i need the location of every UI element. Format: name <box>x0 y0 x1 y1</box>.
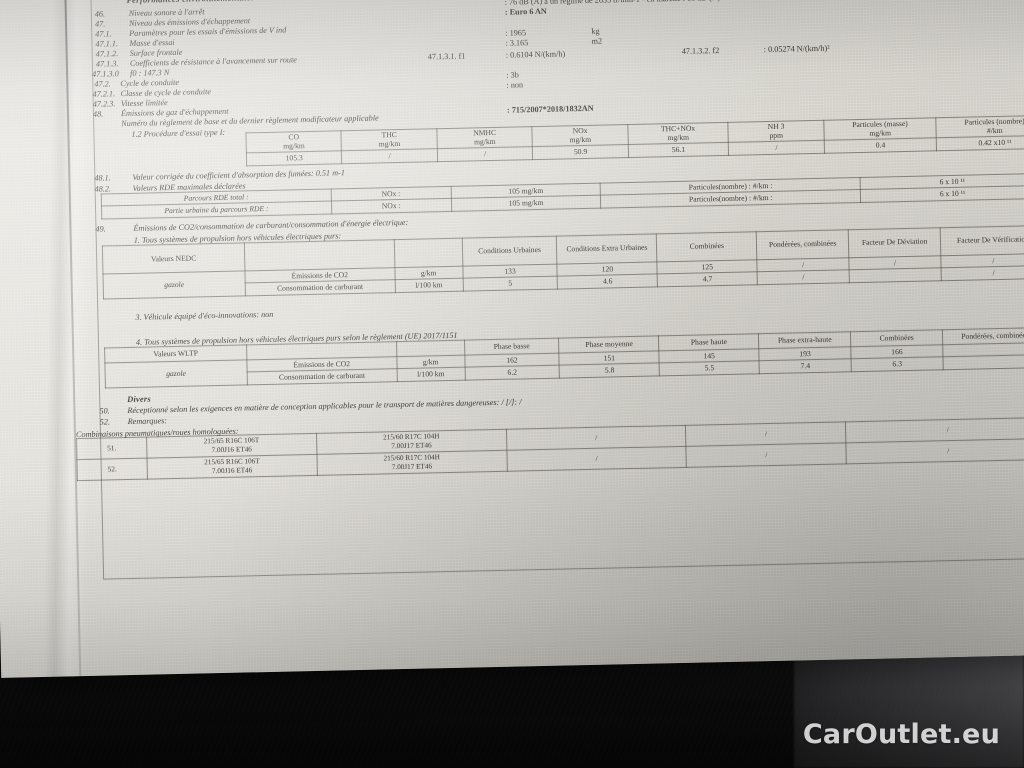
wltp-fuel-weighted <box>943 354 1024 370</box>
rde-nox-value-urban: 105 mg/km <box>451 195 602 212</box>
paper-fold-edge <box>63 0 82 677</box>
wltp-blank-2 <box>396 340 465 357</box>
entry-num-47-1: 47.1. <box>95 29 112 39</box>
entry-unit-47-1-1: kg <box>591 26 600 36</box>
entry-num-47-2-3: 47.2.3. <box>92 99 116 109</box>
tyre-rear-rim-1: 7.00J17 ET46 <box>391 441 432 451</box>
emissions-header-co: CO mg/km <box>245 130 342 154</box>
tyre-front-size-1: 215/65 R16C 106T <box>203 436 260 446</box>
roadload-f1-num: 47.1.3.1. f1 <box>427 51 466 62</box>
nedc-fuel-combined: 4.7 <box>657 272 758 287</box>
tyre-rear-size-1: 215/60 R17C 104H <box>383 432 440 442</box>
emissions-header-nox: NOx mg/km <box>532 124 629 148</box>
divers-num-52: 52. <box>99 417 111 427</box>
smoke-num: 48.1. <box>94 173 111 183</box>
entry-num-47-2: 47.2. <box>94 79 111 89</box>
wltp-fuel: gazole <box>104 359 248 388</box>
entry-num-47: 47. <box>94 19 106 29</box>
divers-label-52: Remarques: <box>127 416 168 427</box>
co2-num: 49. <box>95 224 106 234</box>
divers-num-50: 50. <box>99 406 110 416</box>
wltp-fuel-high: 5.5 <box>659 361 760 376</box>
rde-nox-label-urban: NOx : <box>331 198 452 214</box>
roadload-f2-num: 47.1.3.2. f2 <box>681 46 720 56</box>
tyre-c5-2: / <box>846 438 1024 464</box>
entry-value-47-2-1: : non <box>506 80 524 90</box>
emissions-header-thcnox: THC+NOx mg/km <box>627 122 729 145</box>
emissions-value-nox: 50.9 <box>532 144 629 160</box>
emissions-header-pm: Particules (masse) mg/km <box>823 117 937 141</box>
nedc-fuel-weighted: / <box>757 270 850 285</box>
wltp-fuel-medium: 5.8 <box>559 363 660 379</box>
emissions-header-pn: Particules (nombre) #/km <box>936 115 1024 139</box>
watermark: CarOutlet.eu <box>802 719 1000 750</box>
test-procedure-label: 1.2 Procédure d'essai type I: <box>131 127 226 139</box>
rde-pn-value-urban: 6 x 10 ¹¹ <box>860 185 1024 203</box>
entry-num-48: 48. <box>92 109 104 119</box>
nedc-header-verification: Facteur De Vérification <box>940 225 1024 256</box>
regulation-value: : 715/2007*2018/1832AN <box>506 103 594 115</box>
nedc-fuel-extraurban: 4.6 <box>557 274 658 290</box>
nedc-blank-2 <box>393 238 463 268</box>
emissions-value-nh3: / <box>728 140 825 156</box>
wltp-row-label-fuel: Consommation de carburant <box>246 369 398 385</box>
wltp-fuel-combined: 6.3 <box>851 357 944 372</box>
nedc-header-weighted: Pondérées, combinées <box>756 229 849 260</box>
nedc-corner: Valeurs NEDC <box>102 242 245 275</box>
tyre-rear-rim-2: 7.00J17 ET46 <box>391 462 433 472</box>
wltp-row-unit-fuel: l/100 km <box>396 367 465 382</box>
entry-value-47-1-2: : 3.165 <box>505 38 529 48</box>
emissions-header-nh3: NH 3 ppm <box>728 120 825 143</box>
roadload-f1-value: : 0.6104 N/(km/h) <box>505 49 566 60</box>
nedc-blank-1 <box>244 239 395 271</box>
divers-label-50: Réceptionné selon les exigences en matiè… <box>127 397 522 416</box>
nedc-header-combined: Combinées <box>656 231 758 262</box>
tyre-row-id-1: 51. <box>76 437 147 460</box>
tyre-front-rim-1: 7.00J16 ET46 <box>211 445 252 455</box>
section-title: Performances environnementales <box>126 0 254 6</box>
tyre-front-rim-2: 7.00J16 ET46 <box>211 466 253 476</box>
entry-unit-47-1-2: m2 <box>591 36 603 46</box>
nedc-header-deviation: Facteur De Déviation <box>848 227 941 258</box>
wltp-fuel-low: 6.2 <box>464 365 560 381</box>
co2-label: Émissions de CO2/consommation de carbura… <box>133 217 409 233</box>
divers-title: Divers <box>127 394 151 405</box>
emissions-value-co: 105.3 <box>246 151 343 166</box>
nedc-header-urban: Conditions Urbaines <box>461 236 558 267</box>
emissions-value-thcnox: 56.1 <box>628 142 729 158</box>
entry-num-46: 46. <box>94 9 106 19</box>
nedc-fuel-verification: / <box>941 265 1024 281</box>
emissions-header-thc: THC mg/km <box>341 128 438 152</box>
emissions-value-pm: 0.4 <box>824 138 937 154</box>
wltp-fuel-extrahigh: 7.4 <box>759 359 852 374</box>
nedc-row-unit-fuel: l/100 km <box>394 278 463 293</box>
tyre-row-id-2: 52. <box>77 458 148 481</box>
emissions-value-nmhc: / <box>437 147 533 162</box>
roadload-f2-value: : 0.05274 N/(km/h)² <box>763 43 830 55</box>
tyre-c3-2: / <box>506 446 687 472</box>
tyre-front-size-2: 215/65 R16C 106T <box>204 457 260 467</box>
tyre-rear-2: 215/60 R17C 104H 7.00J17 ET46 <box>316 450 507 476</box>
form-content: Performances environnementales 46. Nivea… <box>76 0 1024 594</box>
emissions-header-nmhc: NMHC mg/km <box>436 126 533 150</box>
nedc-fuel-deviation <box>849 268 942 283</box>
nedc-row-label-fuel: Consommation de carburant <box>245 280 396 296</box>
document-sheet: Performances environnementales 46. Nivea… <box>0 0 1024 678</box>
entry-value-47: : Euro 6 AN <box>504 6 547 17</box>
tyre-rear-size-2: 215/60 R17C 104H <box>383 453 440 463</box>
nedc-fuel: gazole <box>102 270 246 299</box>
nedc-fuel-urban: 5 <box>462 276 558 292</box>
entry-label-47-1: Paramètres pour les essais d'émissions d… <box>129 25 287 38</box>
emissions-value-thc: / <box>341 149 438 164</box>
tyre-front-2: 215/65 R16C 106T 7.00J16 ET46 <box>146 454 318 480</box>
emissions-value-pn: 0.42 x10 ¹¹ <box>936 135 1024 151</box>
co2-sub3: 3. Véhicule équipé d'éco-innovations: no… <box>135 309 274 322</box>
tyre-c4-2: / <box>686 442 847 468</box>
entry-num-47-1-3-0: 47.1.3.0 <box>92 69 119 79</box>
entry-value-47-2: : 3b <box>506 70 519 80</box>
nedc-header-extraurban: Conditions Extra Urbaines <box>556 233 658 265</box>
wltp-header-weighted: Pondérées, combinées <box>942 327 1024 345</box>
